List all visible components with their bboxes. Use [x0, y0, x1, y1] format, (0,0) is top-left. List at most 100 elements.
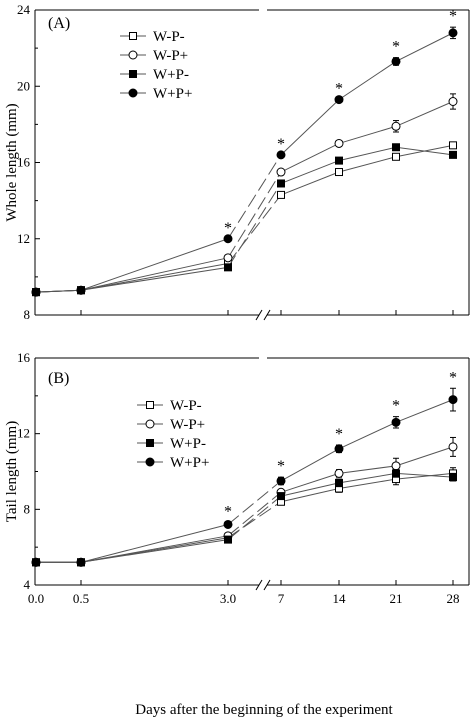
series-break-line: [227, 501, 282, 539]
y-tick-label: 20: [17, 78, 30, 93]
y-tick-label: 8: [24, 307, 31, 322]
axis-break-mark: [255, 579, 263, 591]
data-point: [448, 395, 458, 405]
series-break-line: [227, 491, 282, 537]
series-line: [35, 257, 229, 293]
data-point: [276, 476, 286, 486]
axis-break-mark: [263, 309, 271, 321]
data-point: [449, 150, 457, 159]
data-point: [277, 492, 285, 501]
x-tick-label: 21: [390, 591, 403, 606]
x-tick-label: 14: [333, 591, 347, 606]
y-tick-label: 16: [17, 155, 31, 170]
legend-label: W-P-: [153, 29, 185, 45]
data-point: [334, 95, 344, 105]
legend-marker: [129, 32, 137, 40]
legend-marker: [145, 419, 155, 429]
legend-label: W+P+: [153, 86, 192, 102]
series-break-line: [227, 480, 282, 525]
data-point: [449, 473, 457, 482]
series-break-line: [227, 194, 282, 264]
data-point: [392, 143, 400, 152]
series-w-p: [31, 93, 458, 297]
x-axis-title: Days after the beginning of the experime…: [135, 702, 393, 718]
data-point: [76, 557, 86, 567]
data-point: [335, 156, 343, 165]
data-point: [276, 150, 286, 160]
data-point: [223, 519, 233, 529]
y-tick-label: 16: [17, 350, 31, 365]
data-point: [391, 56, 401, 66]
significance-marker: *: [224, 220, 232, 237]
series-w-p: [32, 467, 457, 567]
legend-label: W-P+: [170, 417, 205, 433]
y-axis-title: Tail length (mm): [4, 421, 20, 522]
x-tick-label: 7: [278, 591, 285, 606]
legend-label: W-P+: [153, 48, 188, 64]
legend-marker: [128, 50, 138, 60]
data-point: [448, 97, 458, 106]
significance-marker: *: [392, 39, 400, 56]
legend-marker: [146, 439, 154, 447]
significance-marker: *: [335, 81, 343, 98]
data-point: [391, 417, 401, 427]
data-point: [391, 121, 401, 131]
data-point: [448, 442, 458, 452]
data-point: [449, 141, 457, 150]
significance-marker: *: [449, 8, 457, 25]
data-point: [334, 468, 344, 478]
data-point: [335, 478, 343, 487]
significance-marker: *: [277, 458, 285, 475]
y-axis-title: Whole length (mm): [4, 103, 20, 221]
data-point: [391, 461, 401, 471]
series-w-p: [32, 143, 457, 297]
series-line: [35, 238, 229, 293]
y-tick-label: 12: [17, 231, 30, 246]
x-tick-label: 3.0: [220, 591, 236, 606]
panel-label: (B): [48, 370, 69, 387]
data-point: [392, 152, 400, 161]
x-tick-label: 0.5: [73, 591, 89, 606]
series-break-line: [227, 183, 282, 268]
series-w-p: [31, 387, 458, 567]
significance-marker: *: [224, 504, 232, 521]
significance-marker: *: [449, 369, 457, 386]
y-tick-label: 12: [17, 426, 30, 441]
axis-break-mark: [263, 579, 271, 591]
series-w-p: [31, 436, 458, 567]
series-line: [35, 266, 229, 293]
data-point: [335, 168, 343, 177]
series-w-p: [31, 26, 458, 297]
data-point: [334, 138, 344, 148]
series-line: [280, 146, 454, 184]
legend-marker: [145, 457, 155, 467]
legend: W-P- W-P+ W+P- W+P+: [120, 29, 192, 102]
legend-label: W-P-: [170, 398, 202, 414]
data-point: [448, 28, 458, 38]
series-line: [280, 144, 454, 196]
series-line: [36, 523, 229, 563]
series-break-line: [227, 154, 282, 240]
legend-marker: [129, 70, 137, 78]
series-w-p: [32, 141, 457, 297]
data-point: [277, 179, 285, 188]
data-point: [223, 253, 233, 263]
series-line: [280, 472, 454, 503]
significance-marker: *: [392, 398, 400, 415]
series-line: [280, 399, 454, 482]
data-point: [224, 535, 232, 544]
axis-break-mark: [255, 309, 263, 321]
series-line: [280, 446, 454, 493]
legend-label: W+P-: [153, 67, 189, 83]
legend-marker: [128, 88, 138, 98]
x-tick-label: 0.0: [28, 591, 44, 606]
series-line: [35, 263, 229, 293]
panel-label: (A): [48, 15, 70, 32]
series-line: [280, 472, 454, 497]
series-line: [280, 101, 454, 173]
data-point: [392, 469, 400, 478]
data-point: [223, 234, 233, 244]
series-line: [280, 32, 454, 156]
significance-marker: *: [277, 136, 285, 153]
